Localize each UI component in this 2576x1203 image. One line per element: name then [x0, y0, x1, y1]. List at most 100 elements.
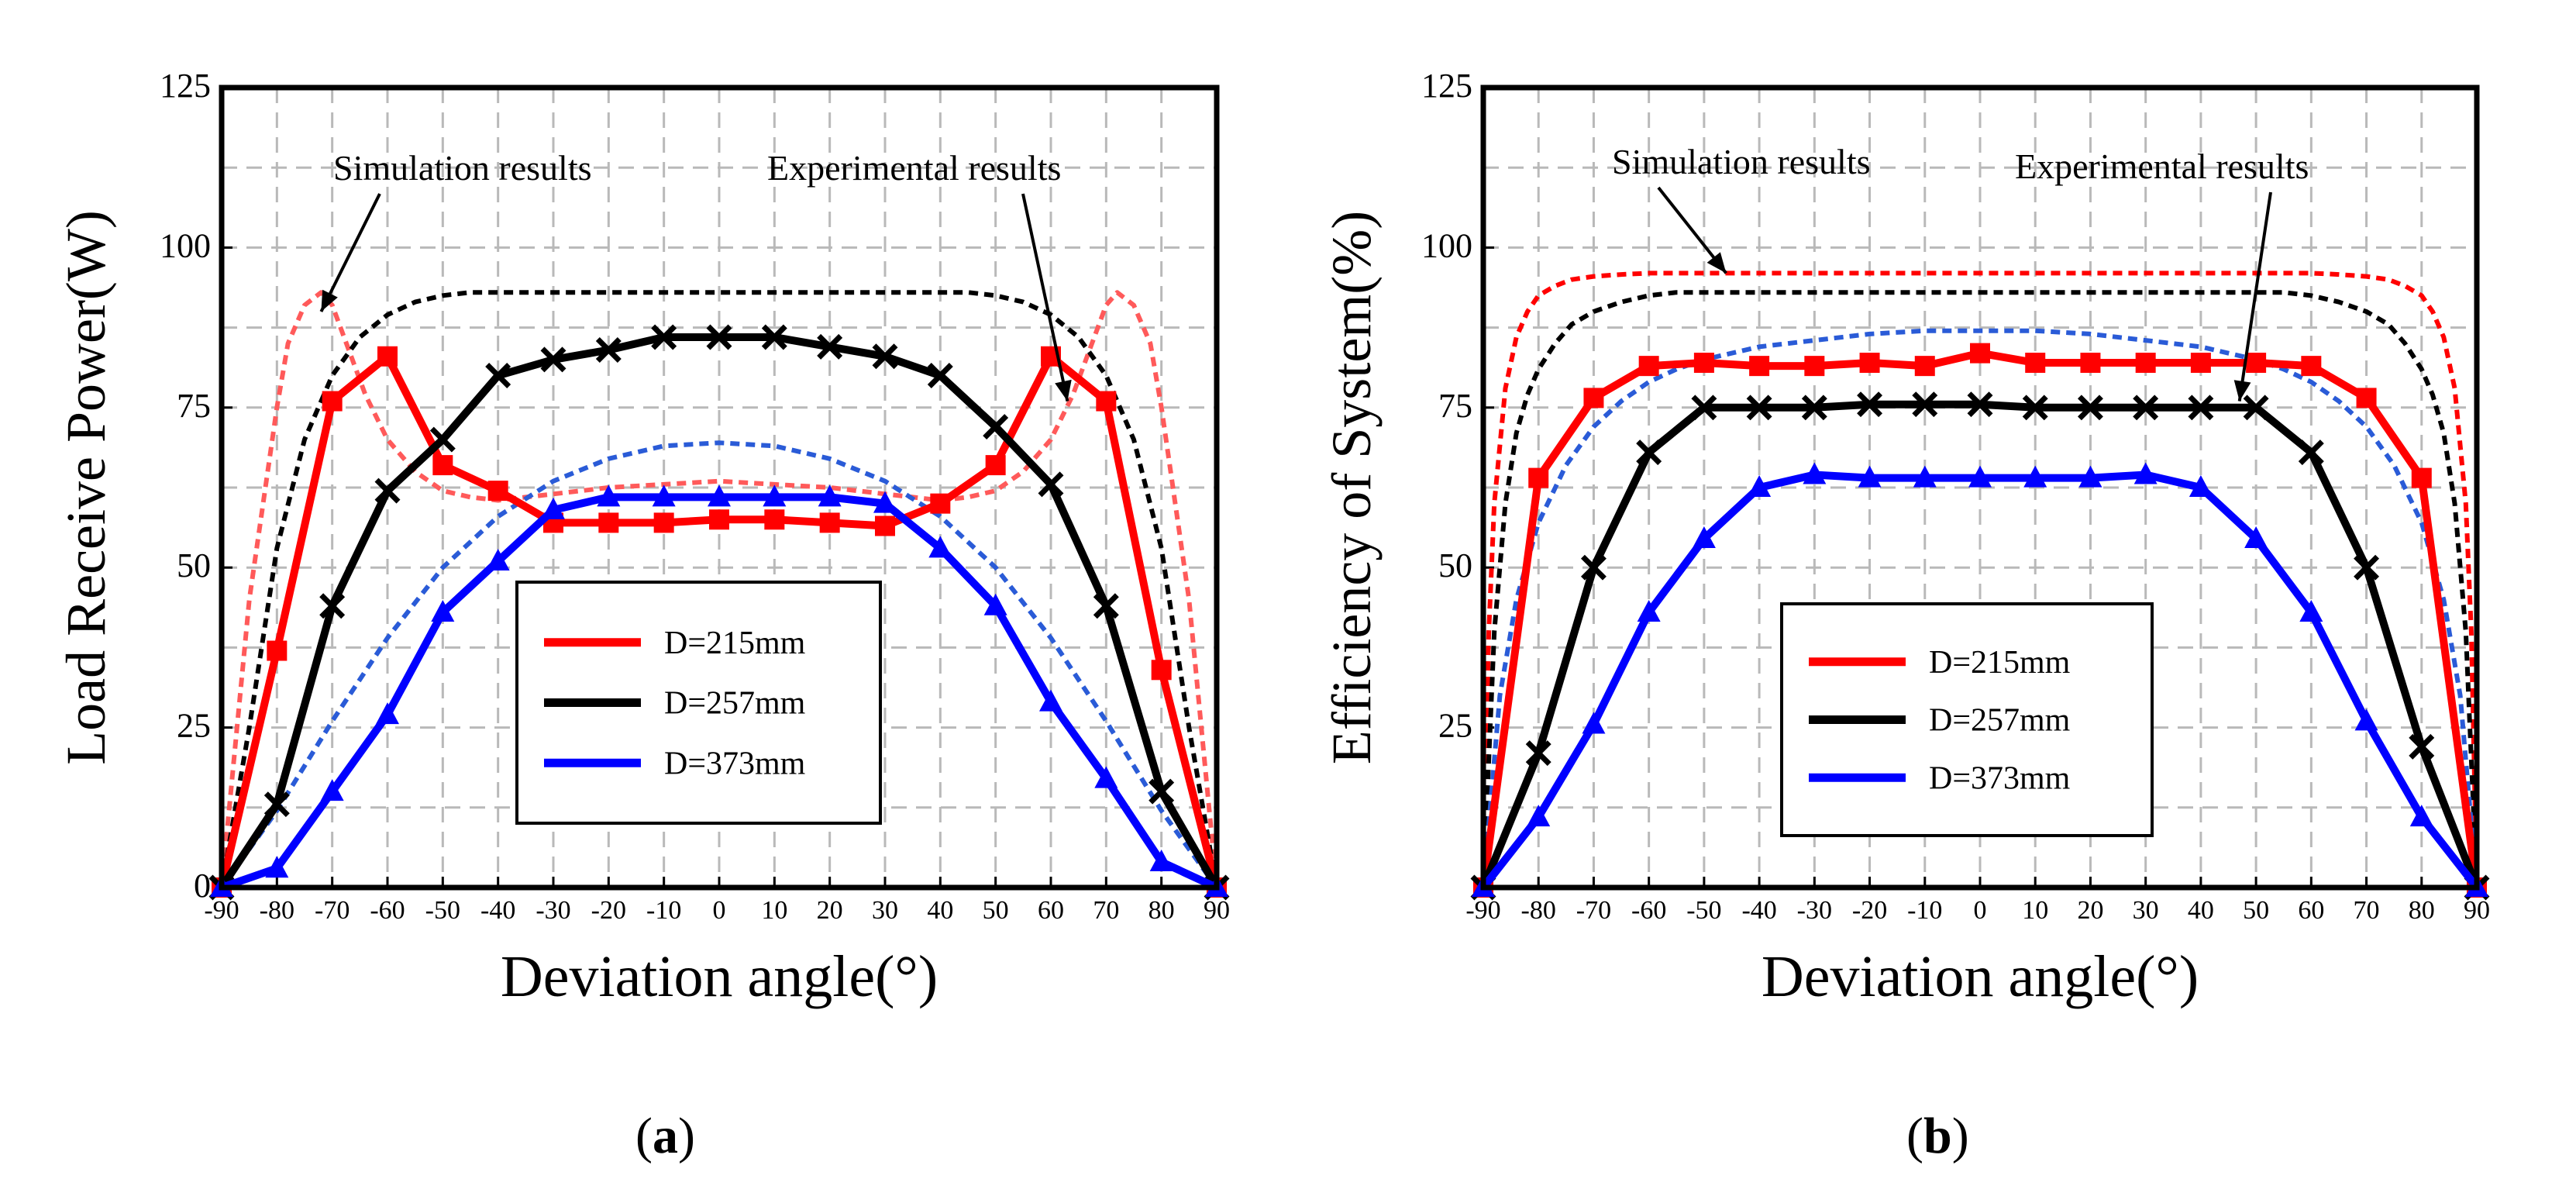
- data-point-x: [1857, 391, 1883, 418]
- data-point-square: [322, 391, 343, 412]
- data-point-square: [2246, 353, 2267, 374]
- data-point-square: [1970, 343, 1990, 364]
- data-point-square: [2190, 353, 2211, 374]
- data-point-x: [983, 414, 1009, 440]
- chart-b: -90 -80 -70 -60 -50 -40 -30 -20 -10 0 10 20 30 40 50 60…: [1321, 67, 2490, 1164]
- series-d-373mm-simulation: [219, 440, 1219, 889]
- x-tick-label: -10: [1907, 896, 1942, 925]
- data-point-square: [1638, 356, 1659, 377]
- data-point-triangle: [2189, 475, 2213, 497]
- data-point-triangle: [1582, 712, 1606, 734]
- y-tick-label: 0: [194, 867, 211, 905]
- data-point-triangle: [2133, 462, 2158, 484]
- x-tick-label: 60: [1038, 896, 1064, 925]
- data-point-x: [374, 477, 401, 504]
- data-point-square: [2356, 388, 2377, 408]
- simulation-line: [1481, 290, 2479, 888]
- annotation-arrow-line: [2237, 191, 2272, 402]
- x-tick-label: 10: [761, 896, 787, 925]
- data-point-x: [1525, 740, 1551, 767]
- data-point-triangle: [1968, 465, 1992, 488]
- series-d-373mm: [210, 484, 1228, 897]
- data-point-triangle: [2244, 526, 2268, 549]
- data-point-square: [764, 509, 785, 530]
- data-point-x: [2298, 439, 2324, 466]
- data-point-square: [985, 455, 1006, 476]
- x-tick-label: 30: [872, 896, 898, 925]
- y-tick-label: 50: [1438, 546, 1472, 584]
- plot-frame: [219, 84, 1220, 891]
- data-point-x: [263, 791, 290, 818]
- x-tick-label: 90: [2464, 896, 2490, 925]
- data-point-triangle: [873, 491, 897, 513]
- data-point-triangle: [1858, 465, 1882, 488]
- series-group: [208, 290, 1230, 901]
- annotation: Experimental results: [2015, 146, 2309, 402]
- panel-label-letter: b: [1923, 1108, 1952, 1164]
- data-point-square: [377, 346, 398, 367]
- data-point-triangle: [652, 484, 676, 507]
- legend-label: D=215mm: [1929, 645, 2071, 681]
- data-point-x: [2409, 733, 2435, 760]
- legend-label: D=257mm: [664, 686, 806, 722]
- x-tick-label: 90: [1204, 896, 1230, 925]
- panel-label-open: (: [635, 1108, 653, 1164]
- x-tick-label: 20: [2077, 896, 2103, 925]
- data-point-triangle: [486, 548, 510, 570]
- x-tick-label: -40: [1741, 896, 1776, 925]
- tick-labels: -90 -80 -70 -60 -50 -40 -30 -20 -10 0 10 20 30 40 50 60…: [160, 67, 1230, 925]
- data-point-x: [872, 343, 898, 370]
- data-point-x: [1038, 471, 1064, 498]
- data-point-triangle: [1527, 805, 1551, 827]
- data-point-triangle: [542, 497, 565, 519]
- x-tick-label: -50: [425, 896, 460, 925]
- x-tick-label: -90: [1465, 896, 1500, 925]
- panel-label-letter: a: [653, 1108, 678, 1164]
- data-point-triangle: [2023, 465, 2047, 488]
- x-tick-label: -30: [536, 896, 570, 925]
- data-point-square: [1749, 356, 1770, 377]
- x-axis-label: Deviation angle(°): [1762, 944, 2199, 1009]
- x-tick-label: 70: [2354, 896, 2380, 925]
- data-point-square: [1096, 391, 1117, 412]
- data-point-square: [1914, 356, 1935, 377]
- data-point-x: [1093, 593, 1119, 619]
- data-point-triangle: [2299, 599, 2323, 622]
- data-point-x: [319, 593, 346, 619]
- x-tick-label: 40: [2188, 896, 2214, 925]
- y-tick-label: 75: [177, 387, 211, 425]
- tick-labels: -90 -80 -70 -60 -50 -40 -30 -20 -10 0 10 20 30 40 50 60…: [1421, 67, 2490, 925]
- y-axis-label: Efficiency of System(%): [1321, 211, 1383, 764]
- data-point-square: [653, 512, 674, 533]
- data-point-x: [429, 426, 456, 453]
- y-tick-label: 25: [177, 707, 211, 745]
- data-point-triangle: [983, 593, 1007, 615]
- y-axis-label: Load Receive Power(W): [55, 210, 117, 765]
- data-point-x: [706, 324, 732, 350]
- data-point-square: [598, 512, 619, 533]
- legend-label: D=373mm: [1929, 760, 2071, 796]
- annotation-text: Simulation results: [333, 148, 592, 188]
- data-point-square: [432, 455, 453, 476]
- data-point-square: [1693, 353, 1714, 374]
- annotation-arrow-head: [321, 289, 338, 312]
- x-tick-label: 60: [2298, 896, 2324, 925]
- data-point-triangle: [431, 599, 455, 622]
- data-point-triangle: [928, 536, 952, 558]
- annotation-arrow-head: [1055, 379, 1072, 402]
- data-point-triangle: [1094, 766, 1118, 788]
- panel-label-close: ): [678, 1108, 695, 1164]
- simulation-line: [1481, 328, 2479, 888]
- data-point-x: [1967, 391, 1993, 418]
- legend: D=215mm D=257mm D=373mm: [515, 581, 882, 825]
- panel-label: (a): [635, 1108, 695, 1164]
- series-d-373mm-simulation: [1481, 328, 2479, 888]
- annotation: Experimental results: [767, 148, 1072, 402]
- data-point-square: [1859, 353, 1880, 374]
- data-point-square: [819, 512, 840, 533]
- data-point-x: [1691, 395, 1717, 421]
- data-point-x: [651, 324, 677, 350]
- x-tick-label: 30: [2133, 896, 2159, 925]
- data-point-x: [1912, 391, 1938, 418]
- data-point-triangle: [1637, 599, 1661, 622]
